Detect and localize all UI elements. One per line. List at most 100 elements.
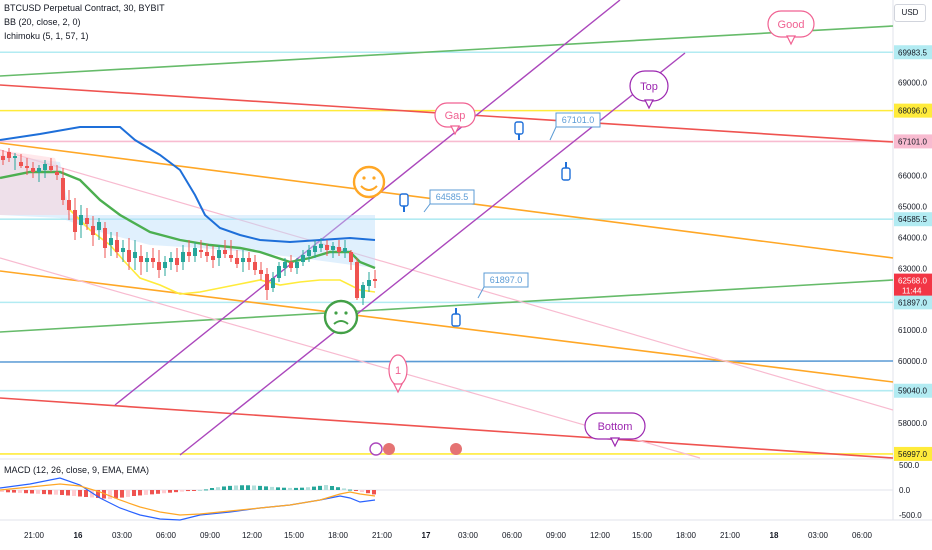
macd-histogram-bar [42,490,46,495]
macd-histogram-bar [102,490,106,499]
price-axis-label: 56997.0 [898,450,927,459]
candle-body [115,240,119,252]
smiley-eye [344,311,348,315]
callout-good-text: Good [778,19,805,31]
macd-histogram-bar [156,490,160,494]
macd-histogram-bar [276,487,280,490]
macd-histogram-bar [348,489,352,491]
candle-body [331,246,335,250]
candle-body [187,252,191,256]
macd-histogram-bar [198,489,202,491]
candle-body [241,258,245,262]
smiley-happy-icon [352,165,386,199]
pointing-hand-up-icon [451,313,461,327]
price-note-67101-text: 67101.0 [562,115,595,125]
candle-body [145,258,149,262]
macd-histogram-bar [336,487,340,490]
candle-body [19,162,23,166]
candle-body [247,258,251,262]
green-trendline-lower [0,279,894,333]
candle-body [307,250,311,256]
time-axis-label: 21:00 [372,531,393,540]
ichimoku-cloud-bear [0,150,70,215]
candle-body [253,262,257,270]
candle-body [43,164,47,170]
indicator-bb-label[interactable]: BB (20, close, 2, 0) [4,17,81,27]
macd-histogram-bar [180,490,184,492]
callout-top-text: Top [640,81,658,93]
red-trendline-bottom [0,397,894,459]
current-price-tag [894,273,932,296]
macd-histogram-bar [360,490,364,492]
currency-button[interactable]: USD [894,4,926,22]
price-axis-label: 66000.0 [898,171,927,180]
candle-body [97,222,101,230]
price-axis-label: 64000.0 [898,233,927,242]
candle-body [235,258,239,264]
price-axis-label: 64585.5 [898,215,927,224]
candle-body [109,238,113,245]
smiley-mouth [333,320,349,325]
macd-histogram-bar [54,490,58,495]
time-axis-label: 18:00 [676,531,697,540]
callout-bottom-tail [610,437,620,448]
macd-axis-label: 500.0 [899,461,920,470]
candle-body [103,228,107,248]
time-axis-label: 06:00 [502,531,523,540]
smiley-eye [334,311,338,315]
candle-body [319,244,323,248]
candle-body [289,262,293,268]
candle-body [355,262,359,298]
price-label-bg [894,383,932,398]
macd-signal-line [0,483,376,516]
price-axis-label: 63000.0 [898,264,927,273]
candle-body [121,248,125,252]
time-axis-label: 15:00 [632,531,653,540]
macd-histogram-bar [24,490,28,494]
candle-body [217,250,221,258]
candle-body [1,156,5,160]
price-label-bg [894,45,932,60]
macd-histogram-bar [72,490,76,496]
callout-top-tail [644,99,654,110]
time-axis-label: 09:00 [546,531,567,540]
time-axis-label: 12:00 [242,531,263,540]
candle-body [265,274,269,290]
callout-good-tail [786,35,796,46]
symbol-title[interactable]: BTCUSD Perpetual Contract, 30, BYBIT [4,3,165,13]
candle-body [25,166,29,168]
candle-body [37,168,41,172]
candle-body [157,262,161,270]
time-axis-label: 06:00 [852,531,873,540]
macd-histogram-bar [366,490,370,494]
macd-histogram-bar [114,490,118,499]
candle-body [151,258,155,262]
callout-one-tail [393,383,403,394]
price-note-pointer [423,203,431,213]
ichimoku-cloud [0,155,375,268]
time-axis-label: 03:00 [112,531,133,540]
price-label-bg [894,446,932,461]
candle-body [193,248,197,256]
price-label-bg [894,134,932,149]
indicator-ichimoku-label[interactable]: Ichimoku (5, 1, 57, 1) [4,31,89,41]
macd-histogram-bar [96,490,100,498]
smiley-sad-icon [323,299,359,335]
price-axis-label: 69983.5 [898,48,927,57]
candle-body [127,250,131,262]
macd-histogram-bar [222,486,226,490]
price-note-pointer [477,286,485,299]
candle-body [223,250,227,254]
macd-histogram-bar [330,486,334,490]
time-axis-label: 18 [770,531,779,540]
macd-histogram-bar [162,490,166,494]
indicator-macd-label[interactable]: MACD (12, 26, close, 9, EMA, EMA) [4,465,150,475]
candle-body [229,255,233,258]
price-note-61897-text: 61897.0 [490,275,523,285]
macd-histogram-bar [288,487,292,490]
candle-body [55,172,59,175]
time-axis-label: 03:00 [808,531,829,540]
macd-axis-label: -500.0 [899,511,922,520]
candle-body [61,178,65,200]
